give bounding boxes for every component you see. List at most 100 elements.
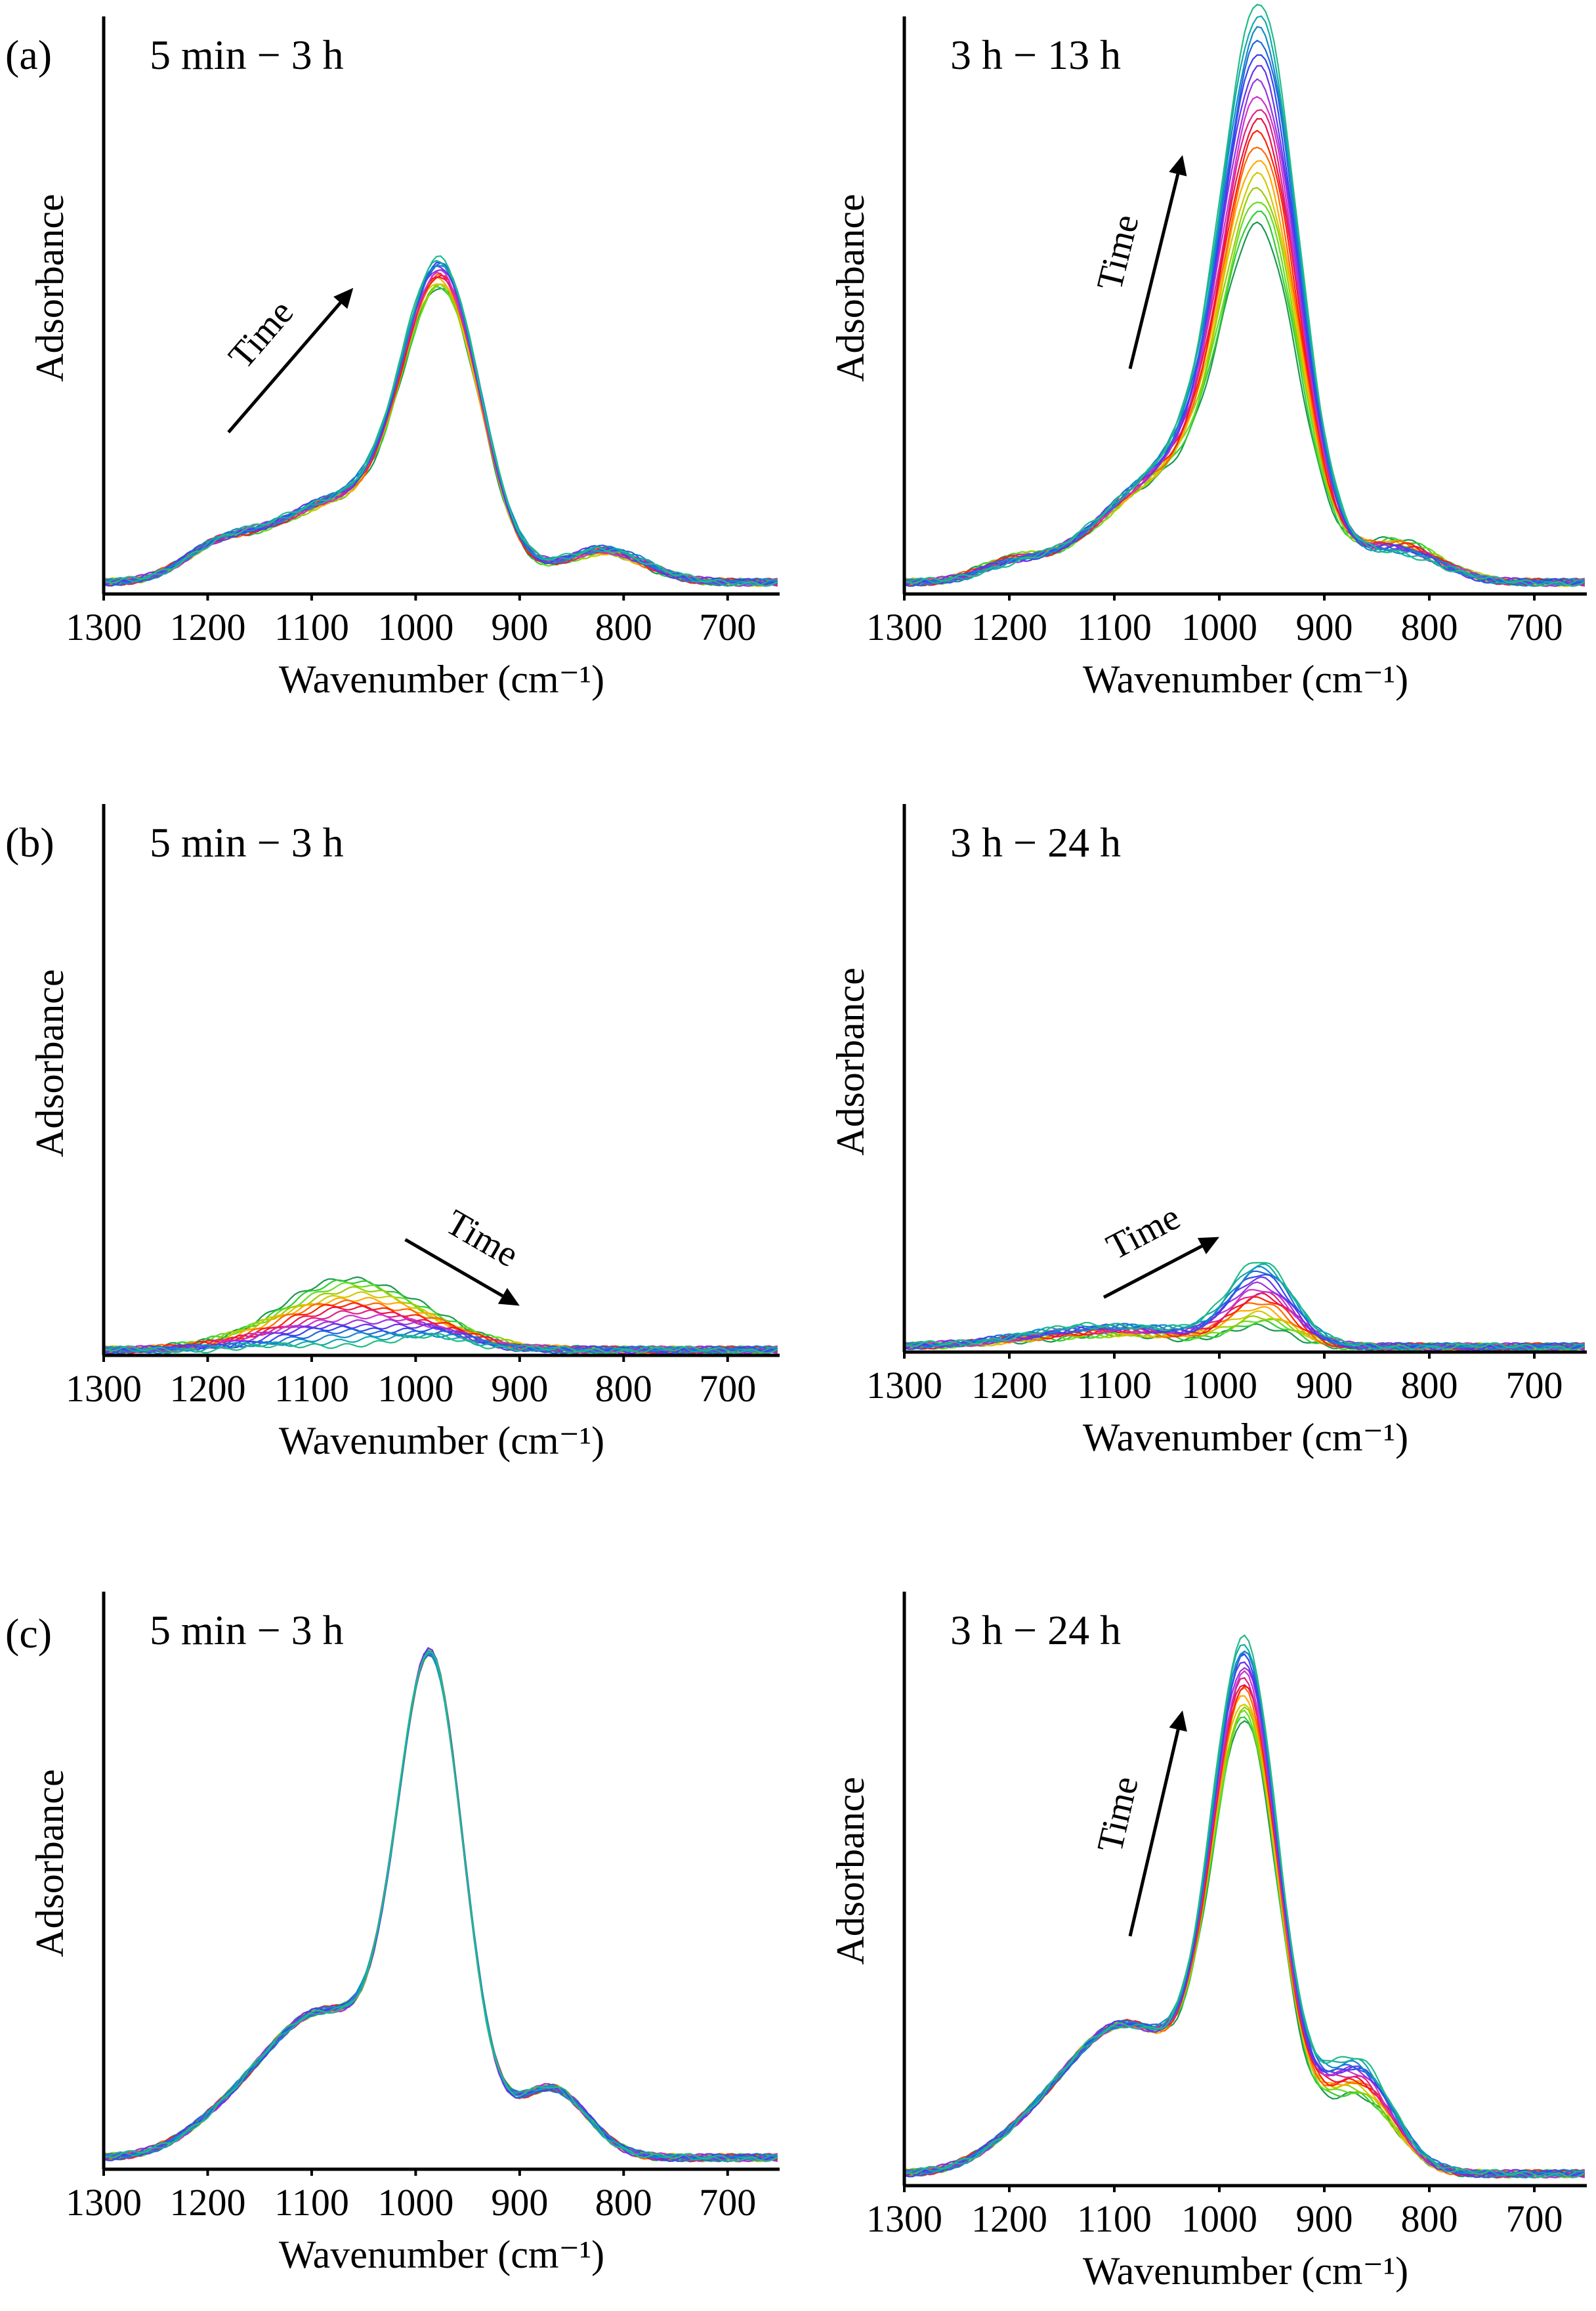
y-axis-title: Adsorbance: [28, 194, 72, 382]
series-line: [103, 1649, 778, 2163]
x-axis-title: Wavenumber (cm⁻¹): [1083, 658, 1408, 701]
time-range-label: 5 min − 3 h: [150, 32, 344, 78]
series-line: [103, 273, 778, 587]
x-tick-label: 1000: [377, 2181, 453, 2224]
time-range-label: 5 min − 3 h: [150, 1607, 344, 1653]
x-tick-label: 800: [595, 1367, 652, 1410]
chart-panel-a-left: 1300 1200 1100 1000 900 800 700 Wavenumber (cm⁻…: [28, 16, 780, 701]
series-line: [904, 1720, 1586, 2178]
x-tick-label: 1300: [66, 2181, 142, 2224]
series-line: [103, 276, 778, 585]
time-range-label: 3 h − 13 h: [950, 32, 1121, 78]
series-line: [103, 276, 778, 587]
time-arrow: [227, 301, 342, 434]
series-line: [904, 1695, 1585, 2178]
series-line: [103, 268, 778, 587]
series-line: [103, 1649, 778, 2163]
series-line: [103, 1652, 778, 2162]
time-arrow: [404, 1238, 504, 1298]
x-tick-label: 1000: [1181, 1364, 1257, 1407]
x-tick-label: 1100: [1077, 606, 1152, 648]
time-range-label: 3 h − 24 h: [950, 819, 1121, 866]
series-line: [904, 1653, 1586, 2178]
time-arrow: [1128, 173, 1180, 370]
series-line: [904, 1281, 1585, 1351]
x-tick-label: 700: [1506, 606, 1563, 648]
x-tick-label: 1300: [866, 1364, 942, 1407]
series-line: [103, 1325, 778, 1355]
x-tick-label: 1300: [66, 606, 142, 648]
series-line: [103, 1332, 778, 1355]
x-tick-label: 900: [1296, 1364, 1353, 1407]
series-line: [904, 1634, 1586, 2178]
series-line: [103, 1654, 778, 2163]
y-axis-title: Adsorbance: [28, 969, 72, 1158]
series-line: [103, 259, 778, 587]
x-tick-label: 800: [1401, 1364, 1458, 1407]
x-tick-label: 1200: [971, 1364, 1047, 1407]
series-line: [103, 255, 778, 587]
x-axis-title: Wavenumber (cm⁻¹): [1083, 2249, 1408, 2293]
series-line: [103, 286, 778, 587]
x-tick-label: 1200: [971, 2197, 1047, 2240]
x-tick-label: 1000: [377, 1367, 453, 1410]
series-line: [904, 1706, 1586, 2179]
series-line: [904, 117, 1586, 586]
x-axis-title: Wavenumber (cm⁻¹): [1083, 1416, 1408, 1459]
x-tick-label: 700: [1506, 1364, 1563, 1407]
series-line: [103, 287, 778, 587]
time-arrow-head: [1169, 1710, 1187, 1732]
series-line: [904, 1650, 1586, 2179]
series-line: [904, 201, 1586, 586]
series-line: [103, 262, 778, 586]
series-line: [103, 283, 778, 586]
time-arrow-head: [333, 287, 354, 309]
chart-panel-b-left: 1300 1200 1100 1000 900 800 700 Wavenumber (cm⁻…: [28, 804, 780, 1462]
time-arrow-label: Time: [1089, 211, 1147, 295]
series-line: [103, 1649, 778, 2162]
x-tick-label: 1200: [169, 1367, 245, 1410]
series-line: [904, 1709, 1586, 2179]
chart-panel-c-right: 1300 1200 1100 1000 900 800 700 Wavenumber (cm⁻…: [829, 1592, 1587, 2293]
x-axis-title: Wavenumber (cm⁻¹): [279, 658, 604, 701]
time-arrow-head: [1169, 155, 1187, 177]
series-line: [103, 271, 778, 587]
y-axis-title: Adsorbance: [28, 1769, 72, 1957]
series-line: [904, 146, 1586, 587]
x-tick-label: 900: [491, 2181, 548, 2224]
x-tick-label: 800: [1401, 2197, 1458, 2240]
series-line: [103, 265, 778, 587]
x-tick-label: 800: [1401, 606, 1458, 648]
series-line: [904, 159, 1585, 587]
x-tick-label: 1200: [169, 606, 245, 648]
series-line: [103, 1333, 778, 1355]
series-line: [904, 1661, 1586, 2178]
time-arrow-label: Time: [1100, 1197, 1186, 1268]
x-tick-label: 1300: [66, 1367, 142, 1410]
series-line: [904, 1262, 1586, 1351]
series-line: [904, 1684, 1586, 2179]
chart-panel-b-right: 1300 1200 1100 1000 900 800 700 Wavenumber (cm⁻…: [829, 804, 1587, 1459]
series-line: [103, 1651, 778, 2163]
row-label-a: (a): [5, 32, 52, 78]
x-tick-label: 1000: [1181, 606, 1257, 648]
y-axis-title: Adsorbance: [829, 194, 872, 382]
x-tick-label: 1100: [274, 2181, 349, 2224]
series-line: [103, 1649, 778, 2162]
x-tick-label: 800: [595, 2181, 652, 2224]
series-line: [103, 1654, 778, 2163]
series-line: [904, 1670, 1586, 2179]
time-arrow-head: [1197, 1237, 1219, 1254]
series-line: [103, 274, 778, 586]
series-line: [103, 1651, 778, 2162]
series-line: [904, 1650, 1586, 2178]
time-arrow-head: [497, 1288, 520, 1306]
chart-panel-a-right: 1300 1200 1100 1000 900 800 700 Wavenumber (cm⁻…: [829, 3, 1587, 701]
series-line: [904, 1677, 1585, 2178]
x-tick-label: 1200: [169, 2181, 245, 2224]
x-tick-label: 700: [699, 606, 756, 648]
x-tick-label: 700: [699, 1367, 756, 1410]
x-tick-label: 900: [1296, 606, 1353, 648]
